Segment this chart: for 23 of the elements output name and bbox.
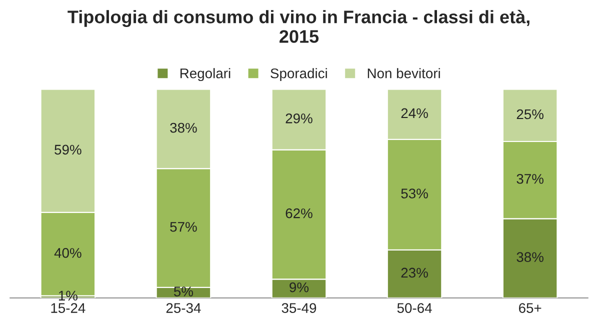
data-label: 9% xyxy=(290,282,309,292)
data-label: 62% xyxy=(286,208,312,218)
data-label: 40% xyxy=(54,248,82,258)
x-tick-label: 15-24 xyxy=(51,303,86,313)
data-label: 25% xyxy=(516,109,544,120)
data-label: 24% xyxy=(401,108,428,118)
legend-label: Regolari xyxy=(180,68,230,82)
data-label: 38% xyxy=(170,122,197,133)
data-label: 59% xyxy=(54,144,82,155)
data-label: 53% xyxy=(401,188,428,198)
data-label: 57% xyxy=(170,222,197,232)
data-label: 23% xyxy=(401,268,428,278)
chart-title: Tipologia di consumo di vino in Francia - classi di età, 2015 xyxy=(68,10,530,43)
data-label: 5% xyxy=(174,286,194,296)
x-tick-label: 50-64 xyxy=(397,303,432,313)
x-tick-label: 25-34 xyxy=(166,303,201,313)
data-label: 38% xyxy=(516,252,544,262)
legend-label: Non bevitori xyxy=(368,68,440,78)
legend-label: Sporadici xyxy=(270,68,327,82)
data-label: 29% xyxy=(286,114,312,124)
x-tick-label: 65+ xyxy=(518,303,542,313)
x-tick-label: 35-49 xyxy=(282,303,316,313)
data-label: 37% xyxy=(516,174,544,184)
